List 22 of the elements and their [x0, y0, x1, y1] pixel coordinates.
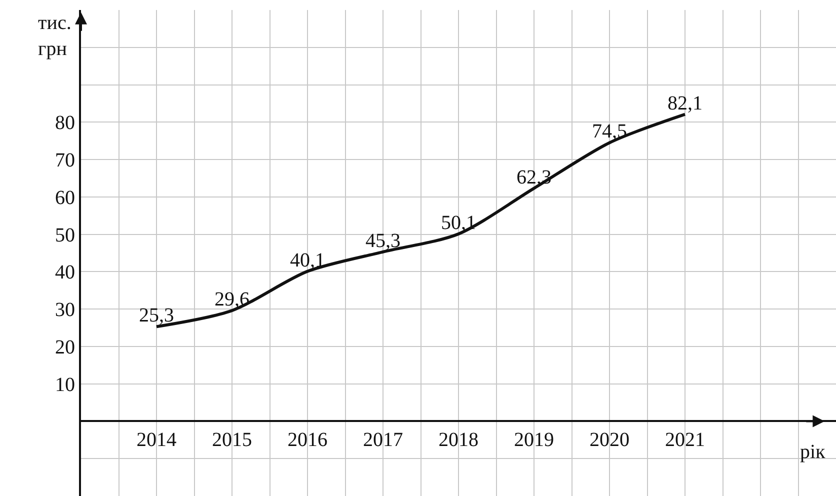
y-tick-label: 80 — [55, 112, 75, 134]
x-tick-label: 2020 — [590, 429, 630, 452]
x-tick-label: 2015 — [212, 429, 252, 452]
y-tick-label: 40 — [55, 262, 75, 284]
x-axis-title: рік — [800, 441, 826, 463]
data-label: 25,3 — [139, 304, 174, 327]
x-tick-label: 2021 — [665, 429, 705, 452]
y-axis-title: тис. грн — [38, 12, 72, 60]
y-tick-label: 10 — [55, 374, 75, 396]
x-tick-label: 2018 — [438, 429, 478, 452]
data-label: 40,1 — [290, 249, 325, 272]
y-tick-label: 70 — [55, 150, 75, 172]
y-tick-label: 60 — [55, 186, 75, 209]
x-tick-label: 2016 — [288, 429, 328, 452]
x-tick-label: 2019 — [514, 429, 554, 452]
x-tick-label: 2017 — [363, 429, 403, 452]
y-tick-label: 30 — [55, 299, 75, 322]
x-tick-label: 2014 — [136, 429, 176, 452]
data-label: 82,1 — [668, 92, 702, 114]
y-tick-label: 20 — [55, 336, 75, 358]
data-label: 45,3 — [366, 230, 400, 252]
y-tick-label: 50 — [55, 224, 75, 246]
